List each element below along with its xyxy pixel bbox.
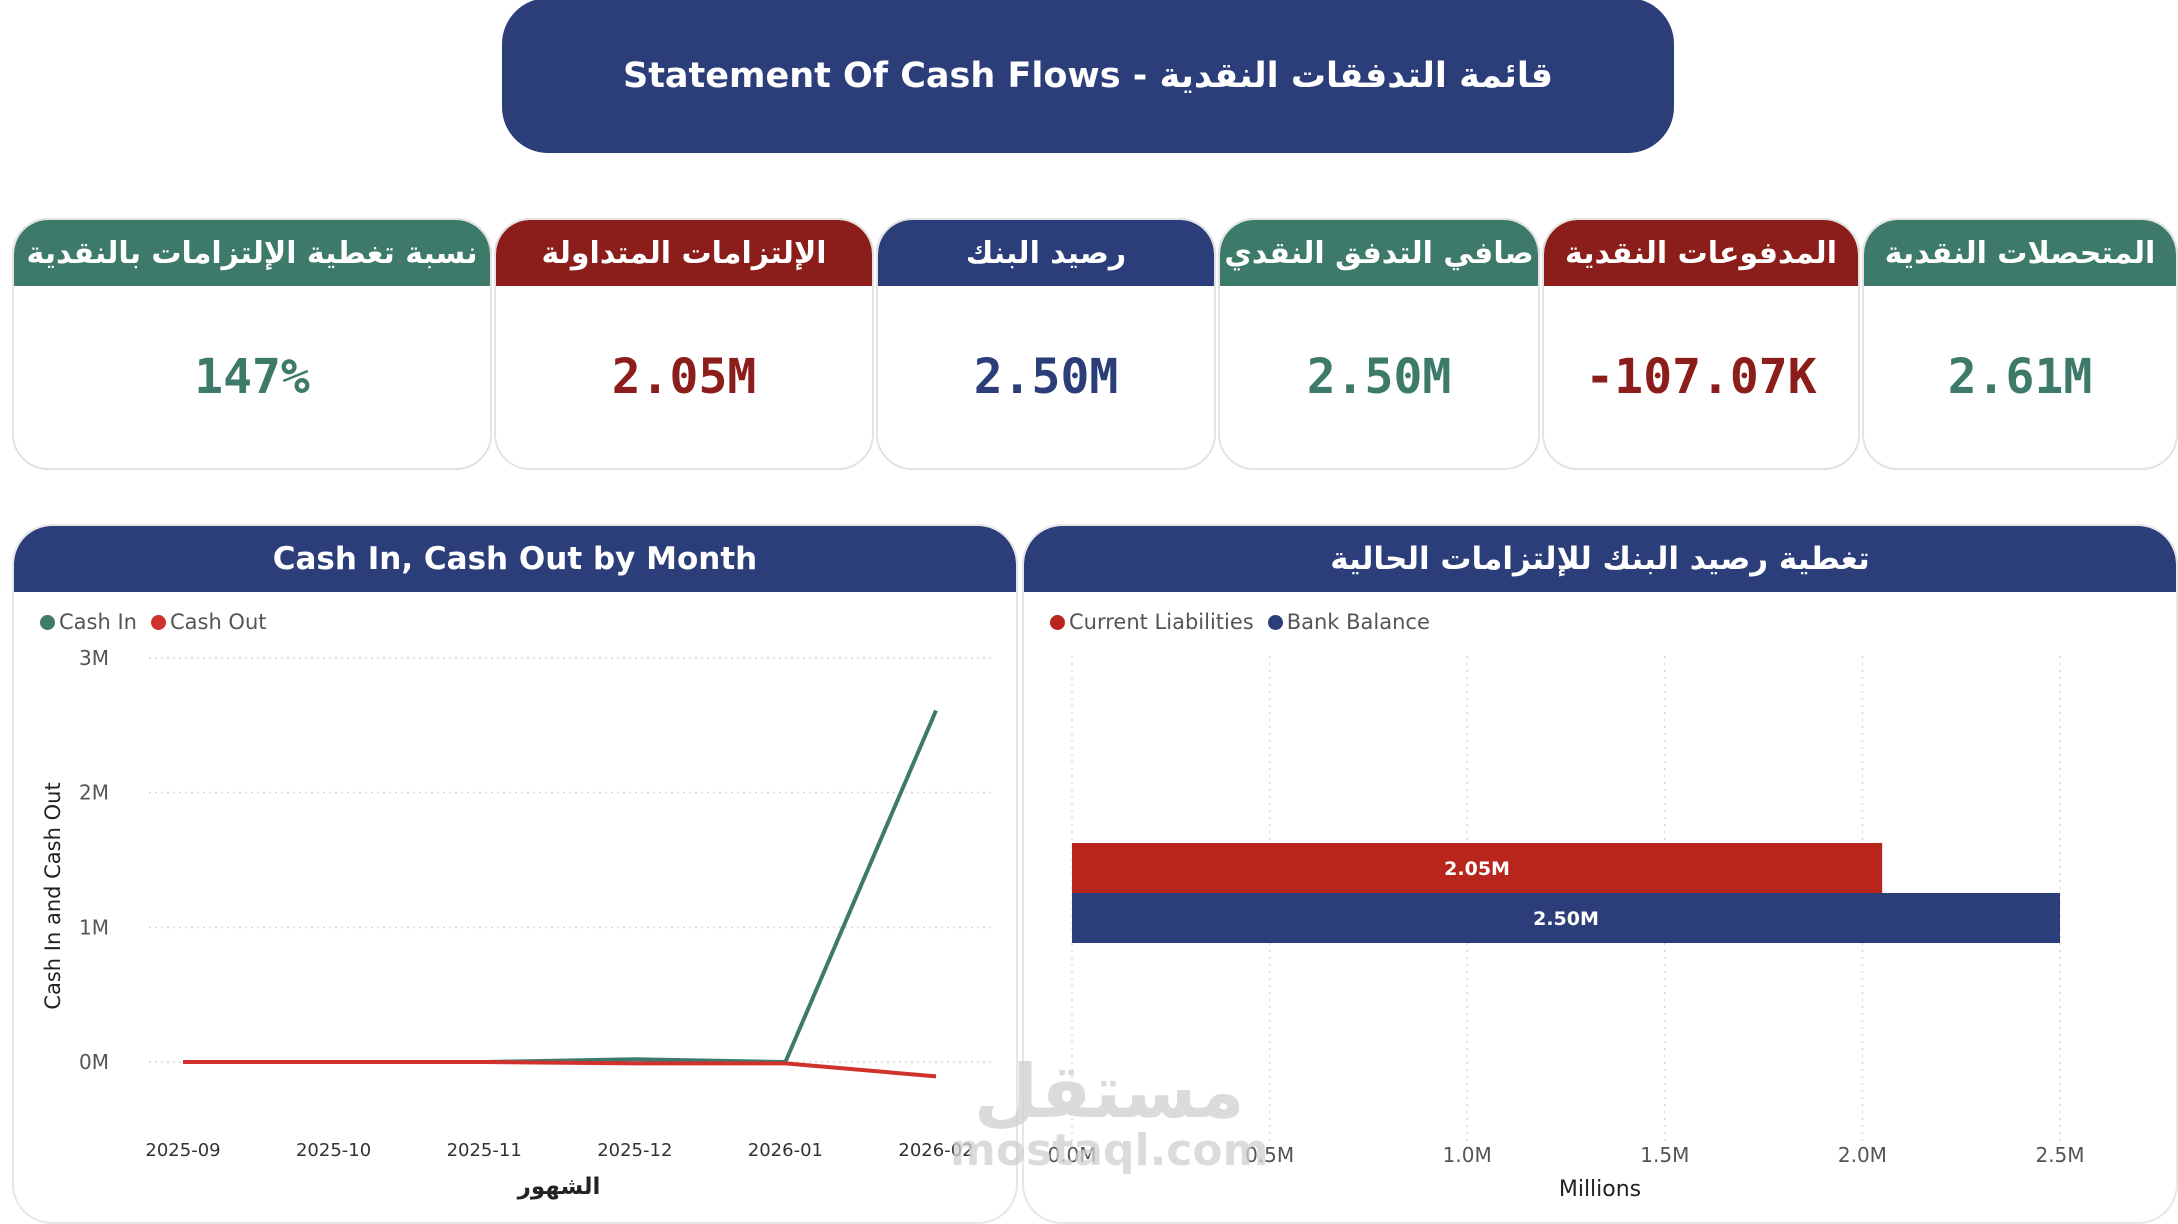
legend-dot [40, 614, 55, 630]
series-line-cash-out [183, 1060, 937, 1079]
legend-label: Bank Balance [1286, 610, 1430, 634]
bar-bank-balance [1072, 893, 2060, 943]
line-chart: 0M 1M 2M 3M 2025-09 2025-10 2025-11 2025-12 2026… [41, 646, 994, 1200]
legend-label: Current Liabilities [1069, 610, 1254, 634]
bar-chart: 0.0M 0.5M 1.0M 1.5M 2.0M 2.5M Millions 2.05M 2.5… [1047, 656, 2085, 1202]
y-tick-label: 1M [79, 915, 109, 939]
series-line-cash-in [183, 709, 938, 1064]
kpi-header: نسبة تغطية الإلتزامات بالنقدية [14, 220, 490, 286]
x-axis-title: الشهور [517, 1174, 601, 1200]
panel-title: تغطية رصيد البنك للإلتزامات الحالية [1024, 526, 2176, 592]
kpi-header: صافي التدفق النقدي [1220, 220, 1538, 286]
panel-title: Cash In, Cash Out by Month [14, 526, 1016, 592]
x-tick-label: 2025-09 [145, 1140, 220, 1161]
kpi-label: المدفوعات النقدية [1565, 235, 1837, 271]
kpi-label: المتحصلات النقدية [1884, 235, 2156, 271]
page-title-banner: Statement Of Cash Flows - قائمة التدفقات… [502, 0, 1674, 153]
x-tick-label: 0.5M [1245, 1143, 1294, 1167]
line-chart-panel: Cash In, Cash Out by Month Cash In Cash … [12, 524, 1018, 1224]
x-tick-label: 1.0M [1443, 1143, 1492, 1167]
legend-dot [150, 614, 166, 630]
legend-item-bank-balance[interactable]: Bank Balance [1267, 610, 1430, 634]
kpi-label: رصيد البنك [965, 235, 1127, 271]
x-tick-label: 2025-12 [597, 1140, 672, 1161]
legend-dot [1267, 614, 1283, 630]
legend-label: Cash In [59, 610, 137, 634]
watermark: مستقل mostaql.com [950, 1055, 1268, 1173]
x-tick-label: 2026-02 [898, 1140, 973, 1161]
kpi-card-cash-receipts: المتحصلات النقدية 2.61M [1862, 218, 2178, 470]
x-tick-label: 2.5M [2035, 1143, 2084, 1167]
y-tick-label: 3M [79, 646, 109, 670]
watermark-arabic: مستقل [973, 1049, 1245, 1135]
kpi-card-net-cash-flow: صافي التدفق النقدي 2.50M [1218, 218, 1540, 470]
chart-legend: Cash In Cash Out [40, 610, 267, 634]
x-tick-label: 2025-10 [296, 1140, 371, 1161]
y-tick-label: 2M [79, 781, 109, 805]
kpi-header: الإلتزامات المتداولة [496, 220, 872, 286]
kpi-value: 2.50M [973, 349, 1119, 405]
kpi-value: 2.61M [1947, 349, 2093, 405]
legend-dot [1050, 614, 1065, 630]
x-tick-label: 2.0M [1838, 1143, 1887, 1167]
legend-item-current-liabilities[interactable]: Current Liabilities [1050, 610, 1254, 634]
x-tick-label: 1.5M [1640, 1143, 1689, 1167]
y-axis-title: Cash In and Cash Out [41, 782, 65, 1009]
legend-item-cash-out[interactable]: Cash Out [150, 610, 267, 634]
kpi-label: صافي التدفق النقدي [1224, 235, 1534, 271]
legend-item-cash-in[interactable]: Cash In [40, 610, 137, 634]
legend-label: Cash Out [169, 610, 267, 634]
kpi-value: 2.05M [611, 349, 757, 405]
data-label: 2.05M [1444, 858, 1510, 880]
page-title: Statement Of Cash Flows - قائمة التدفقات… [622, 55, 1553, 96]
kpi-label: الإلتزامات المتداولة [541, 235, 827, 271]
chart-legend: Current Liabilities Bank Balance [1050, 610, 1430, 634]
x-axis-title: Millions [1559, 1177, 1641, 1202]
bar-current-liabilities [1072, 843, 1883, 893]
watermark-latin: mostaql.com [950, 1125, 1269, 1176]
kpi-header: المدفوعات النقدية [1544, 220, 1858, 286]
kpi-card-current-liabilities: الإلتزامات المتداولة 2.05M [494, 218, 874, 470]
kpi-label: نسبة تغطية الإلتزامات بالنقدية [26, 235, 478, 271]
x-tick-label: 2025-11 [447, 1140, 522, 1161]
data-label: 2.50M [1533, 908, 1599, 930]
y-tick-label: 0M [79, 1050, 109, 1074]
kpi-card-cash-payments: المدفوعات النقدية -107.07K [1542, 218, 1860, 470]
kpi-value: -107.07K [1585, 349, 1817, 405]
kpi-header: رصيد البنك [878, 220, 1214, 286]
kpi-value: 2.50M [1306, 349, 1452, 405]
bar-chart-panel: تغطية رصيد البنك للإلتزامات الحالية Curr… [1022, 524, 2178, 1224]
panel-title-text: تغطية رصيد البنك للإلتزامات الحالية [1330, 541, 1870, 577]
kpi-value: 147% [194, 349, 310, 405]
x-tick-label: 2026-01 [748, 1140, 823, 1161]
x-tick-label: 0.0M [1047, 1143, 1096, 1167]
kpi-header: المتحصلات النقدية [1864, 220, 2176, 286]
kpi-card-coverage-ratio: نسبة تغطية الإلتزامات بالنقدية 147% [12, 218, 492, 470]
kpi-card-bank-balance: رصيد البنك 2.50M [876, 218, 1216, 470]
